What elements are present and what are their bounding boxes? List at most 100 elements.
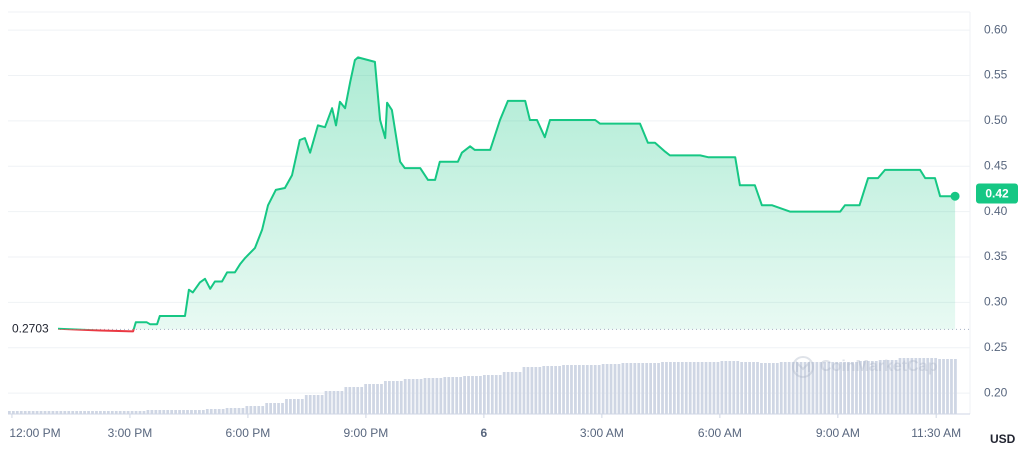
- volume-bar: [277, 403, 280, 414]
- price-line: [57, 56, 956, 330]
- volume-bar: [162, 410, 166, 414]
- volume-bar: [934, 358, 938, 414]
- volume-bar: [217, 409, 221, 414]
- volume-bar: [645, 363, 649, 414]
- volume-bar: [676, 362, 680, 414]
- volume-bar: [71, 411, 75, 414]
- volume-bar: [486, 375, 490, 414]
- volume-bar: [431, 378, 435, 414]
- volume-bar: [601, 364, 605, 414]
- volume-bar: [209, 409, 213, 414]
- volume-bar: [926, 358, 930, 414]
- volume-bar: [866, 361, 870, 414]
- volume-bar: [213, 409, 217, 414]
- volume-bar: [229, 408, 233, 414]
- volume-bar: [316, 395, 320, 414]
- volume-bar: [550, 366, 554, 414]
- volume-bar: [106, 411, 110, 414]
- x-tick-label: 6: [481, 426, 488, 440]
- volume-bar: [661, 362, 664, 414]
- volume-bar: [752, 362, 755, 414]
- volume-bar: [669, 362, 672, 414]
- volume-bar: [103, 411, 106, 414]
- volume-bar: [764, 363, 767, 414]
- volume-bar: [122, 411, 126, 414]
- x-tick-label: 6:00 AM: [698, 426, 742, 440]
- y-tick-label: 0.50: [984, 113, 1008, 127]
- baseline-label: 0.2703: [12, 322, 49, 336]
- volume-bar: [399, 381, 403, 414]
- y-tick-label: 0.30: [984, 295, 1008, 309]
- volume-bar: [748, 362, 751, 414]
- volume-bar: [63, 411, 67, 414]
- volume-bar: [320, 395, 324, 414]
- volume-bar: [233, 408, 237, 414]
- volume-bar: [570, 365, 573, 414]
- volume-bar: [79, 411, 83, 414]
- volume-bar: [293, 399, 296, 414]
- volume-bar: [174, 410, 178, 414]
- volume-bar: [870, 361, 874, 414]
- volume-bar: [296, 399, 300, 414]
- volume-bar: [843, 362, 846, 414]
- volume-bar: [455, 377, 459, 414]
- volume-bar: [494, 375, 498, 414]
- volume-bar: [530, 367, 534, 414]
- volume-bar: [384, 381, 387, 414]
- volume-bar: [439, 378, 443, 414]
- volume-bar: [451, 377, 455, 414]
- volume-bar: [918, 358, 922, 414]
- volume-bar: [380, 384, 383, 414]
- volume-bar: [720, 361, 724, 414]
- volume-bar: [391, 381, 395, 414]
- volume-bar: [736, 361, 740, 414]
- volume-bar: [673, 362, 676, 414]
- volume-bar: [688, 362, 692, 414]
- volume-bar: [312, 395, 316, 414]
- volume-bar: [518, 372, 522, 414]
- volume-bar: [99, 411, 102, 414]
- last-point: [950, 191, 960, 201]
- volume-bar: [39, 411, 43, 414]
- volume-bar: [827, 362, 831, 414]
- volume-bar: [863, 361, 866, 414]
- volume-bar: [629, 363, 633, 414]
- y-axis-label: USD: [990, 432, 1016, 446]
- volume-bar: [775, 363, 779, 414]
- y-tick-label: 0.40: [984, 204, 1008, 218]
- volume-bar: [740, 362, 744, 414]
- volume-bar: [566, 365, 569, 414]
- volume-bar: [154, 410, 158, 414]
- volume-bar: [435, 378, 439, 414]
- volume-bar: [11, 411, 15, 414]
- volume-bar: [803, 362, 807, 414]
- volume-bar: [811, 362, 815, 414]
- current-price-label: 0.42: [985, 187, 1009, 201]
- volume-bar: [35, 411, 39, 414]
- volume-bar: [791, 362, 795, 414]
- volume-bar: [356, 387, 360, 414]
- volume-bar: [447, 377, 451, 414]
- volume-bar: [475, 376, 478, 414]
- volume-bar: [344, 387, 348, 414]
- volume-bar: [336, 391, 340, 414]
- volume-bar: [340, 391, 344, 414]
- volume-bar: [150, 410, 154, 414]
- y-tick-label: 0.45: [984, 158, 1008, 172]
- volume-bar: [637, 363, 641, 414]
- volume-bar: [114, 411, 118, 414]
- volume-bar: [914, 358, 918, 414]
- volume-bar: [938, 359, 941, 414]
- volume-bar: [578, 365, 581, 414]
- volume-bar: [360, 387, 364, 414]
- volume-bar: [55, 411, 59, 414]
- volume-bar: [799, 362, 803, 414]
- volume-bar: [75, 411, 79, 414]
- volume-bar: [744, 362, 748, 414]
- volume-bar: [285, 399, 288, 414]
- volume-bar: [847, 362, 850, 414]
- y-tick-label: 0.55: [984, 68, 1008, 82]
- volume-bar: [395, 381, 399, 414]
- volume-bar: [835, 362, 839, 414]
- volume-bar: [261, 406, 265, 414]
